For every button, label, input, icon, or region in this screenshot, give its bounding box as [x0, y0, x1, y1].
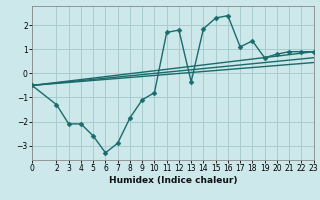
- X-axis label: Humidex (Indice chaleur): Humidex (Indice chaleur): [108, 176, 237, 185]
